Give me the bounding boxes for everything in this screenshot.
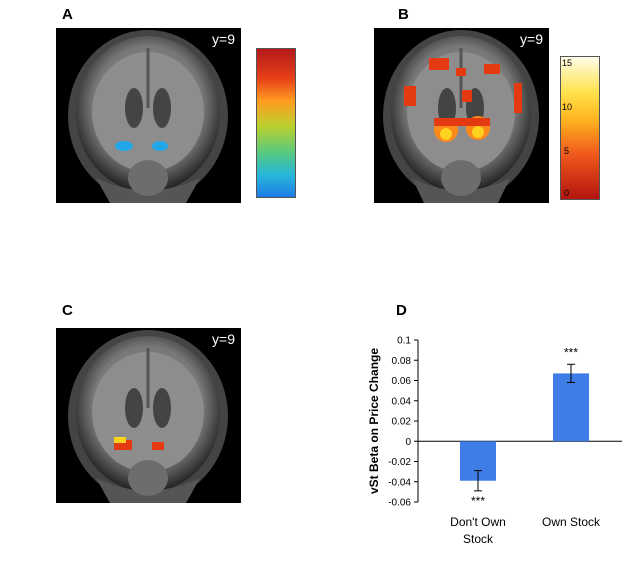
panel-a-brain-image: y=9 bbox=[56, 28, 241, 203]
y-tick-label: 0 bbox=[405, 437, 411, 448]
panel-d-label: D bbox=[396, 302, 407, 319]
slice-coordinate: y=9 bbox=[520, 31, 543, 47]
brain-slice-b bbox=[383, 30, 539, 203]
colorbar-a-tick: 0 bbox=[232, 108, 238, 118]
activation-blobs bbox=[114, 437, 164, 450]
panel-a-label: A bbox=[62, 6, 73, 23]
y-tick-label: -0.04 bbox=[388, 477, 411, 488]
colorbar-b-tick: 0 bbox=[564, 188, 570, 198]
significance-marker: *** bbox=[564, 345, 578, 359]
colorbar-a-tick: -4 bbox=[229, 164, 238, 174]
colorbar-b-tick: 15 bbox=[562, 58, 573, 68]
y-axis-label: vSt Beta on Price Change bbox=[367, 348, 381, 494]
y-tick-label: -0.06 bbox=[388, 498, 411, 509]
x-category-label: Don't Own bbox=[450, 515, 506, 529]
bar-chart-d: 0.1 0.08 0.06 0.04 0.02 0 -0.02 -0.04 -0.06 vSt B… bbox=[367, 336, 622, 546]
slice-coordinate: y=9 bbox=[212, 31, 235, 47]
y-tick-label: 0.02 bbox=[392, 417, 412, 428]
bar bbox=[553, 373, 589, 442]
colorbar-b-tick: 10 bbox=[562, 102, 573, 112]
activation-blob-right bbox=[152, 141, 168, 151]
y-tick-label: 0.06 bbox=[392, 376, 412, 387]
slice-coordinate: y=9 bbox=[212, 331, 235, 347]
panel-c-label: C bbox=[62, 302, 73, 319]
x-category-label: Own Stock bbox=[542, 515, 601, 529]
y-tick-label: -0.02 bbox=[388, 457, 411, 468]
colorbar-b-tick: 5 bbox=[564, 146, 570, 156]
colorbar-a bbox=[256, 48, 296, 198]
y-tick-label: 0.08 bbox=[392, 356, 412, 367]
colorbar-a-tick: 2 bbox=[232, 80, 238, 90]
y-tick-label: 0.04 bbox=[392, 396, 412, 407]
significance-marker: *** bbox=[471, 494, 485, 508]
panel-c-brain-image: y=9 bbox=[56, 328, 241, 503]
brain-slice-c bbox=[68, 330, 228, 503]
brain-slice-a bbox=[68, 30, 228, 203]
colorbar-a-tick: -2 bbox=[229, 136, 238, 146]
panel-b-label: B bbox=[398, 6, 409, 23]
y-tick-label: 0.1 bbox=[397, 336, 411, 347]
x-category-label: Stock bbox=[463, 532, 494, 546]
activation-blob-left bbox=[115, 141, 133, 151]
panel-b-brain-image: y=9 bbox=[374, 28, 549, 203]
colorbar-b bbox=[560, 56, 600, 200]
colorbar-a-tick: 4 bbox=[232, 52, 238, 62]
activation-blobs bbox=[404, 58, 522, 142]
colorbar-a-tick: -6 bbox=[229, 191, 238, 201]
